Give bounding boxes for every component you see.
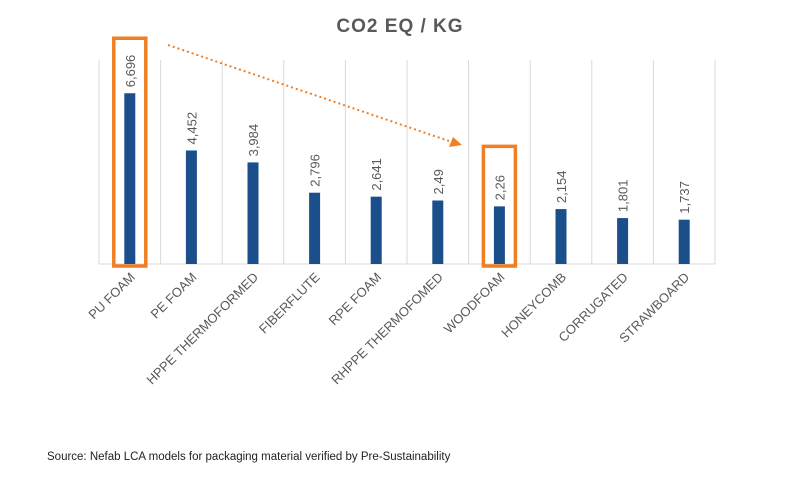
chart-title: CO2 EQ / KG [336,16,464,37]
highlight-box [481,144,518,268]
bar-hppe-thermoformed [247,162,259,264]
category-label: WOODFOAM [441,270,508,337]
data-label: 4,452 [184,112,199,145]
bar-rhppe-thermofomed [432,200,444,264]
data-label: 2,641 [369,158,384,191]
data-label: 6,696 [123,55,138,88]
bar-rpe-foam [370,196,382,264]
data-label: 1,801 [616,180,631,213]
bar-corrugated [617,218,629,264]
category-label: FIBERFLUTE [256,269,323,336]
bar-fiberflute [309,192,321,264]
bar-pu-foam [124,93,136,264]
bar-honeycomb [555,209,567,264]
data-label: 1,737 [677,181,692,214]
data-label: 2,796 [308,154,323,187]
data-label: 2,26 [492,175,507,200]
data-label: 2,49 [431,169,446,194]
category-label: RPE FOAM [326,270,385,329]
data-label: 2,154 [554,171,569,204]
bar-strawboard [678,219,690,264]
highlight-box [112,36,148,268]
arrow-head-icon [449,137,462,147]
category-label: RHPPE THERMOFOMED [328,270,446,388]
category-label: PU FOAM [85,270,137,322]
source-note: Source: Nefab LCA models for packaging m… [47,451,451,463]
category-label: PE FOAM [148,270,200,322]
dotted-arrow-line [167,44,453,143]
bar-woodfoam [493,206,505,264]
bar-pe-foam [185,150,197,264]
category-label: HPPE THERMOFORMED [143,270,261,388]
data-label: 3,984 [246,124,261,157]
